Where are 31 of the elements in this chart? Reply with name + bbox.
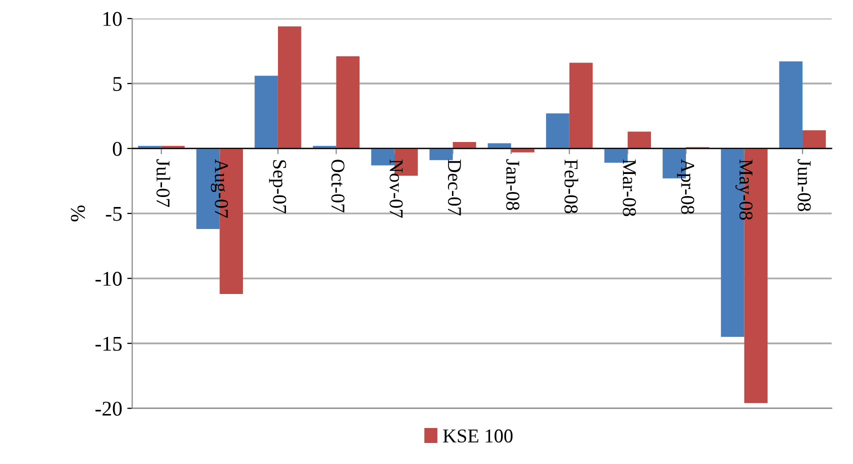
bar [254, 76, 278, 148]
y-axis-title: % [70, 205, 86, 222]
x-tick-label: Dec-07 [448, 159, 462, 216]
y-tick-label: -5 [106, 207, 122, 221]
x-tick-label: Nov-07 [390, 159, 403, 218]
y-tick-label: 0 [112, 142, 122, 156]
bar [628, 132, 651, 148]
y-tick-label: 10 [103, 12, 122, 26]
y-tick-label: -10 [95, 272, 122, 286]
x-tick-label: Apr-08 [677, 159, 694, 214]
x-tick-label: Jun-08 [798, 159, 811, 212]
x-tick-label: Jan-08 [506, 159, 520, 210]
x-tick-label: Oct-07 [331, 160, 344, 212]
y-tick-label: 5 [113, 77, 122, 91]
bar [452, 142, 476, 148]
bar [278, 26, 302, 148]
legend-label: KSE 100 [443, 429, 513, 443]
bar [546, 113, 570, 148]
x-tick-label: Mar-08 [622, 159, 636, 216]
y-tick-label: -20 [95, 402, 122, 416]
x-tick-label: Feb-08 [564, 159, 578, 214]
bar [336, 56, 360, 148]
x-tick-label: May-08 [735, 159, 753, 220]
x-tick-label: Jul-07 [156, 159, 170, 207]
x-tick-label: Sep-07 [269, 160, 286, 214]
bar [779, 61, 803, 148]
y-tick-label: -15 [95, 336, 122, 351]
bar [802, 130, 826, 148]
x-tick-label: Aug-07 [210, 159, 228, 218]
bar [429, 148, 453, 160]
bar [569, 62, 593, 148]
